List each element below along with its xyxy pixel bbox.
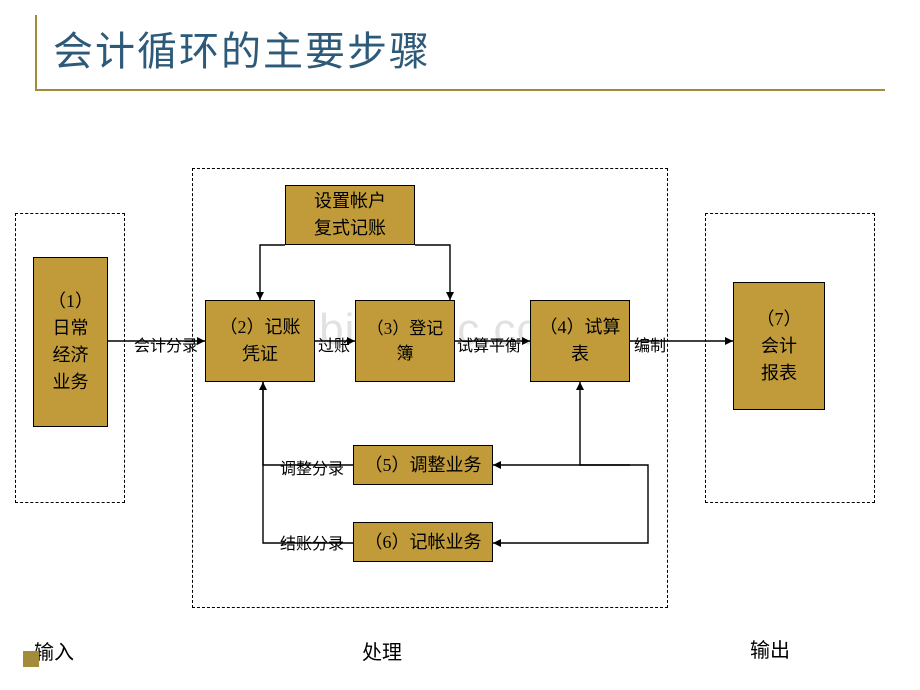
edge-label-l_post: 过账 <box>318 332 350 356</box>
node-b7: （7） 会计 报表 <box>733 282 825 410</box>
node-b6: （6）记帐业务 <box>353 522 493 562</box>
edge-label-l_adjust: 调整分录 <box>280 455 344 479</box>
accent-square <box>23 651 39 667</box>
node-b3: （3）登记 簿 <box>355 300 455 382</box>
page-title: 会计循环的主要步骤 <box>53 29 431 74</box>
section-label-out: 输出 <box>750 634 790 663</box>
title-bar: 会计循环的主要步骤 <box>35 15 885 91</box>
edge-label-l_trial: 试算平衡 <box>457 332 521 356</box>
node-b2: （2）记账 凭证 <box>205 300 315 382</box>
edge-label-l_entry: 会计分录 <box>134 332 198 356</box>
node-top: 设置帐户 复式记账 <box>285 185 415 245</box>
edge-label-l_closing: 结账分录 <box>280 530 344 554</box>
section-label-mid: 处理 <box>362 636 402 665</box>
node-b1: （1） 日常 经济 业务 <box>33 257 108 427</box>
node-b4: （4）试算 表 <box>530 300 630 382</box>
node-b5: （5）调整业务 <box>353 445 493 485</box>
section-label-in: 输入 <box>34 636 74 665</box>
edge-label-l_compile: 编制 <box>634 332 666 356</box>
